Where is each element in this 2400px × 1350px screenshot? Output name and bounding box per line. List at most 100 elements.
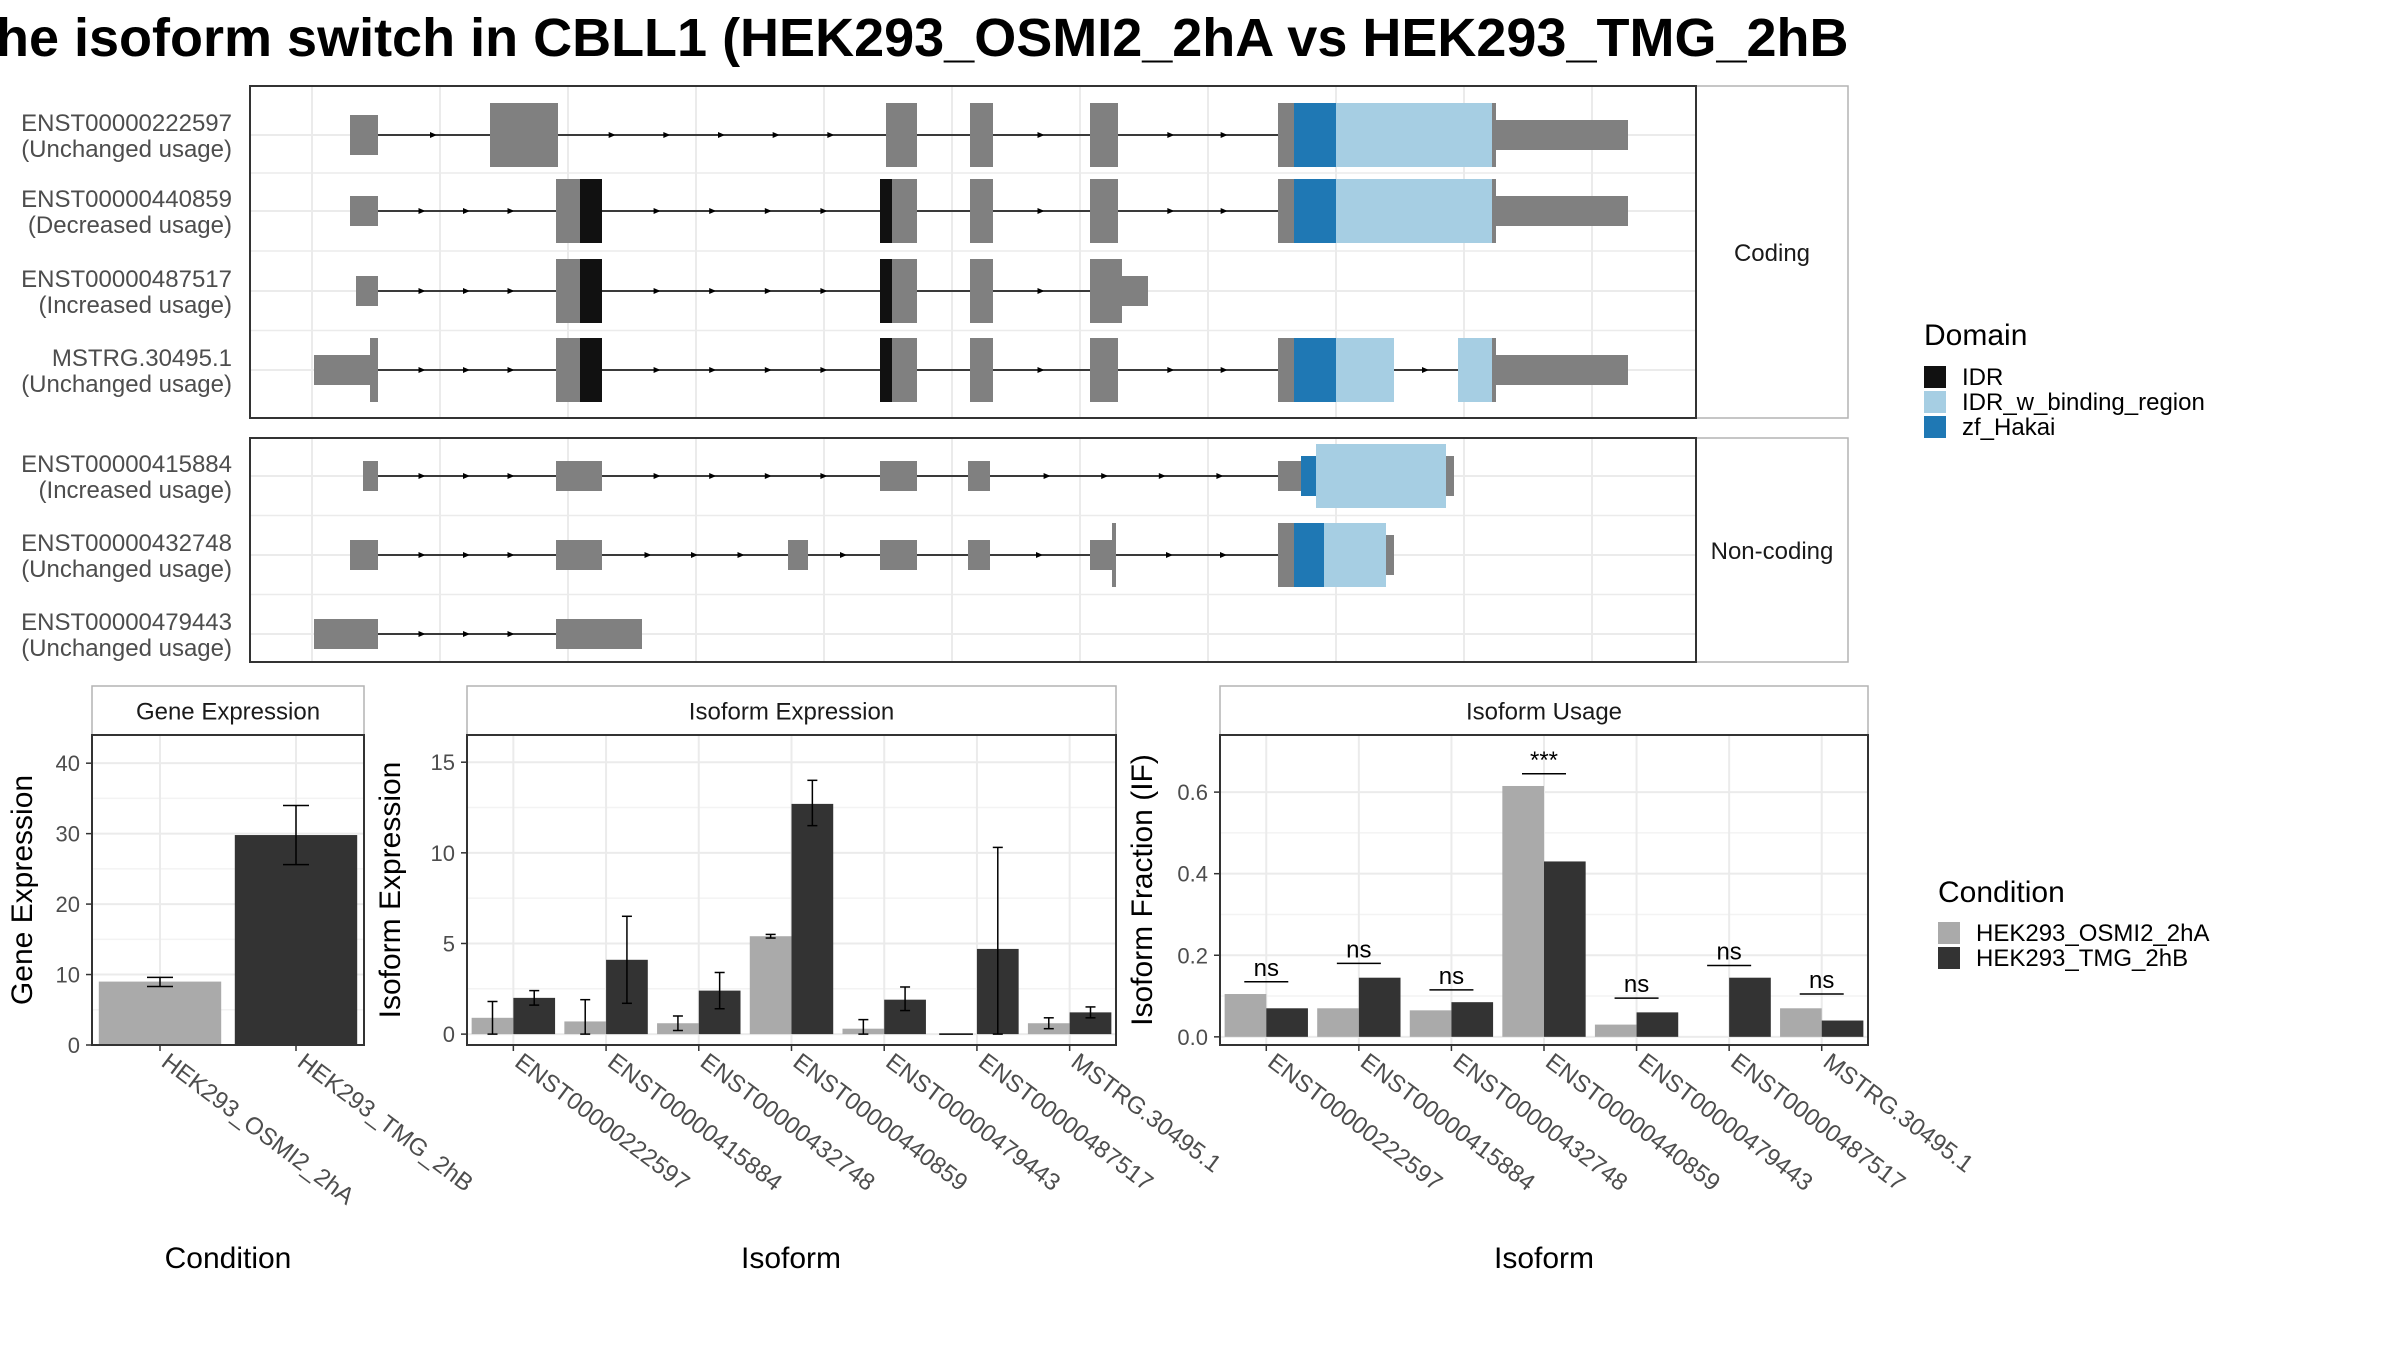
direction-arrow xyxy=(507,208,515,214)
direction-arrow xyxy=(718,132,725,138)
direction-arrow xyxy=(820,288,828,294)
exon-enst415884 xyxy=(880,461,917,491)
significance-label: ns xyxy=(1254,955,1279,982)
x-axis-title: Isoform xyxy=(1494,1242,1594,1275)
isoform-id-label: MSTRG.30495.1 xyxy=(52,345,232,372)
isoform-usage-label: (Decreased usage) xyxy=(28,212,232,239)
exon-enst440859 xyxy=(1336,179,1492,243)
exon-mstrg30495 xyxy=(556,338,580,402)
group-label: Non-coding xyxy=(1711,538,1834,565)
isoform-usage-label: (Increased usage) xyxy=(39,292,232,319)
exon-enst415884 xyxy=(1278,461,1301,491)
panel-strip xyxy=(466,685,1117,736)
y-tick-label: 0 xyxy=(68,1033,80,1058)
direction-arrow xyxy=(820,208,828,214)
direction-arrow xyxy=(1036,552,1043,558)
exon-enst415884 xyxy=(968,461,990,491)
y-tick-label: 0.0 xyxy=(1177,1025,1208,1050)
domain-legend-title: Domain xyxy=(1924,319,2027,352)
direction-arrow xyxy=(507,288,515,294)
direction-arrow xyxy=(418,552,426,558)
bar-MSTRG.30495.1 xyxy=(1069,1012,1112,1035)
significance-label: ns xyxy=(1716,938,1741,965)
exon-enst440859 xyxy=(350,196,378,226)
bar-ENST00000440859 xyxy=(791,803,834,1035)
direction-arrow xyxy=(764,473,772,479)
direction-arrow xyxy=(772,132,780,138)
direction-arrow xyxy=(507,552,515,558)
panel-border xyxy=(91,734,365,1046)
condition-legend-title: Condition xyxy=(1938,876,2065,909)
bar-ENST00000479443 xyxy=(1594,1024,1637,1037)
bar-ENST00000440859 xyxy=(1544,861,1586,1037)
direction-arrow xyxy=(1101,473,1109,479)
panel-title: Gene Expression xyxy=(136,699,320,726)
y-tick-label: 10 xyxy=(56,963,80,988)
x-tick-label: MSTRG.30495.1 xyxy=(1066,1048,1226,1178)
exon-mstrg30495 xyxy=(880,338,892,402)
exon-enst415884 xyxy=(363,461,378,491)
exon-enst222597 xyxy=(970,103,993,167)
isoform-usage-label: (Increased usage) xyxy=(39,477,232,504)
panel-title: Isoform Expression xyxy=(689,699,894,726)
direction-arrow xyxy=(827,132,835,138)
y-tick-label: 0 xyxy=(443,1022,455,1047)
direction-arrow xyxy=(507,473,515,479)
exon-enst432748 xyxy=(1294,523,1324,587)
exon-enst415884 xyxy=(556,461,602,491)
y-tick-label: 0.4 xyxy=(1177,862,1208,887)
exon-enst479443 xyxy=(314,619,378,649)
direction-arrow xyxy=(463,631,470,637)
direction-arrow xyxy=(418,631,426,637)
exon-enst440859 xyxy=(556,179,580,243)
direction-arrow xyxy=(1216,473,1224,479)
significance-label: ns xyxy=(1809,967,1834,994)
exon-enst487517 xyxy=(1090,259,1122,323)
y-tick-label: 30 xyxy=(56,822,80,847)
direction-arrow xyxy=(1037,208,1045,214)
domain-legend-key xyxy=(1924,391,1946,413)
exon-mstrg30495 xyxy=(1492,338,1496,402)
x-tick-label: ENST00000222597 xyxy=(510,1048,695,1196)
exon-enst222597 xyxy=(350,115,378,155)
exon-enst440859 xyxy=(1492,179,1496,243)
exon-mstrg30495 xyxy=(1278,338,1294,402)
exon-enst432748 xyxy=(880,540,917,570)
direction-arrow xyxy=(644,552,652,558)
bar-ENST00000487517 xyxy=(1729,977,1771,1037)
direction-arrow xyxy=(1422,367,1429,373)
isoform-id-label: ENST00000415884 xyxy=(21,451,232,478)
isoform-usage-label: (Unchanged usage) xyxy=(21,371,232,398)
domain-legend-label: IDR xyxy=(1962,364,2003,391)
direction-arrow xyxy=(418,473,426,479)
exon-enst222597 xyxy=(1336,103,1492,167)
x-axis-title: Isoform xyxy=(741,1242,841,1275)
y-axis-title: Isoform Expression xyxy=(374,762,407,1019)
exon-enst415884 xyxy=(1301,456,1316,496)
exon-enst432748 xyxy=(350,540,378,570)
direction-arrow xyxy=(709,208,717,214)
direction-arrow xyxy=(709,288,717,294)
exon-mstrg30495 xyxy=(1336,338,1394,402)
direction-arrow xyxy=(507,631,515,637)
condition-legend-key xyxy=(1938,922,1960,944)
exon-enst222597 xyxy=(886,103,917,167)
direction-arrow xyxy=(653,473,661,479)
direction-arrow xyxy=(418,288,426,294)
bar-ENST00000222597 xyxy=(1266,1008,1308,1037)
condition-legend-label: HEK293_OSMI2_2hA xyxy=(1976,920,2209,947)
exon-mstrg30495 xyxy=(1458,338,1492,402)
exon-enst440859 xyxy=(1294,179,1336,243)
x-tick-label: MSTRG.30495.1 xyxy=(1818,1048,1978,1178)
panel-title: Isoform Usage xyxy=(1466,699,1622,726)
y-tick-label: 0.2 xyxy=(1177,943,1208,968)
direction-arrow xyxy=(1043,473,1051,479)
direction-arrow xyxy=(463,473,470,479)
direction-arrow xyxy=(1037,288,1045,294)
domain-legend-key xyxy=(1924,366,1946,388)
exon-enst440859 xyxy=(892,179,917,243)
direction-arrow xyxy=(653,288,661,294)
exon-enst432748 xyxy=(1324,523,1386,587)
bar-ENST00000415884 xyxy=(1317,1008,1359,1037)
